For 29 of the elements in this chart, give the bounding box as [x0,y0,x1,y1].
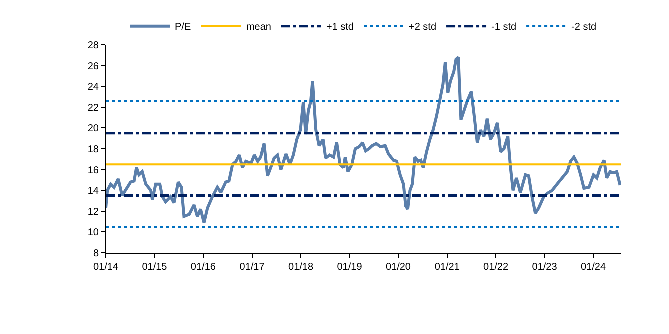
x-tick-label: 01/16 [190,262,216,273]
legend-label: P/E [175,22,192,34]
y-tick-label: 20 [88,124,100,135]
legend-label: mean [246,22,272,34]
legend-label: +2 std [408,22,437,34]
legend-label: +1 std [326,22,354,34]
legend-label: -1 std [492,22,517,34]
x-tick-label: 01/18 [288,262,314,273]
y-tick-label: 16 [88,165,100,176]
x-tick-label: 01/14 [93,262,119,273]
x-tick-label: 01/21 [434,262,460,273]
y-tick-label: 12 [88,206,100,218]
y-tick-label: 28 [88,40,100,52]
y-tick-label: 10 [88,228,100,239]
y-tick-label: 26 [88,61,100,72]
x-tick-label: 01/23 [532,262,558,273]
x-tick-label: 01/24 [580,262,606,273]
y-tick-label: 14 [88,186,100,198]
x-tick-label: 01/15 [142,262,168,273]
x-tick-label: 01/20 [386,262,412,273]
x-tick-label: 01/17 [240,262,266,273]
x-tick-label: 01/19 [337,262,363,273]
y-tick-label: 8 [93,248,100,260]
line-series [106,56,621,224]
y-tick-label: 22 [88,102,100,114]
y-tick-label: 24 [88,82,100,94]
x-tick-label: 01/22 [484,262,509,273]
y-tick-label: 18 [88,144,100,156]
legend-label: -2 std [572,22,597,34]
